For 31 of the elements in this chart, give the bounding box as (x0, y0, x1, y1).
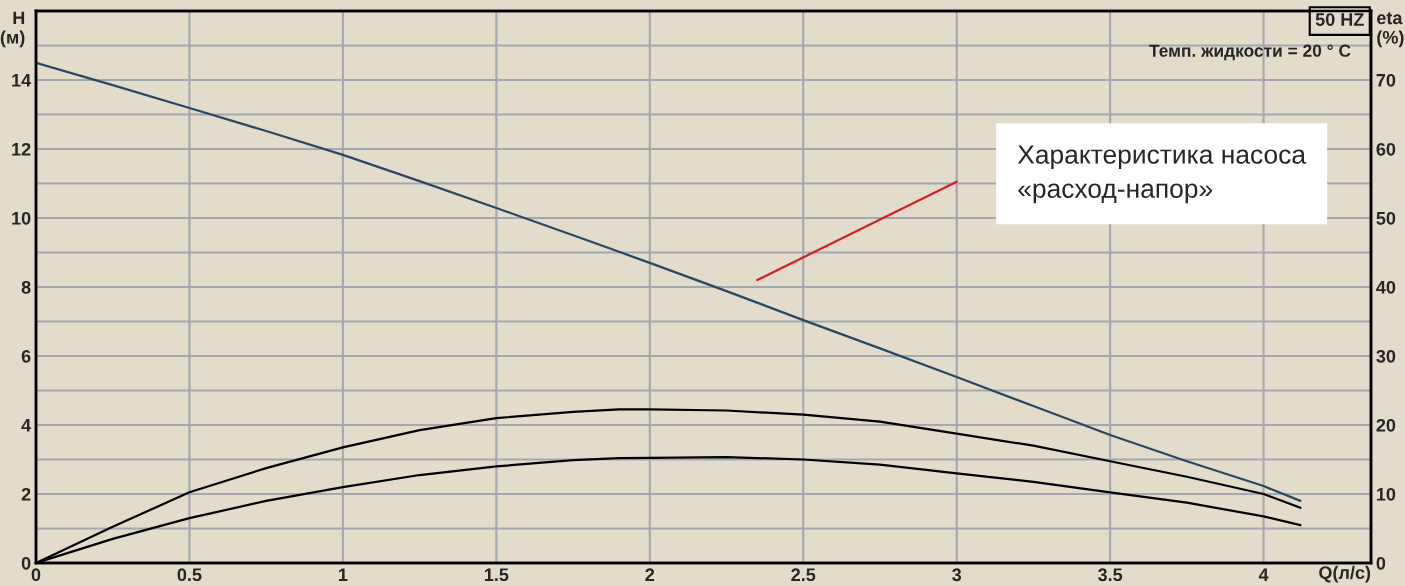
y-axis-title: H (м) (0, 11, 25, 48)
y2-tick-label: 30 (1376, 349, 1396, 363)
x-tick-label: 3.5 (1098, 568, 1123, 582)
y2-tick-label: 70 (1376, 73, 1396, 87)
y-tick-label: 4 (21, 419, 32, 432)
x-tick-label: 2.5 (791, 568, 816, 582)
annotation: 50 HZ (1315, 13, 1364, 26)
x-tick-label: 4 (1258, 568, 1269, 581)
annotation: Характеристика насоса «расход-напор» (1017, 145, 1307, 204)
y-tick-label: 6 (21, 349, 31, 363)
x-tick-label: 3 (952, 568, 962, 582)
y2-tick-label: 40 (1376, 280, 1396, 294)
x-tick-label: 1 (339, 568, 348, 581)
y-tick-label: 8 (21, 280, 31, 294)
y-tick-label: 2 (21, 487, 31, 501)
y-tick-label: 10 (12, 211, 31, 225)
x-tick-label: 1.5 (484, 568, 509, 582)
x-axis-title: Q(л/с) (1319, 565, 1371, 583)
y2-tick-label: 20 (1376, 418, 1396, 432)
y2-tick-label: 0 (1376, 556, 1386, 570)
y2-tick-label: 10 (1377, 487, 1396, 501)
y-tick-label: 12 (12, 142, 31, 156)
x-tick-label: 0.5 (177, 568, 202, 582)
y-tick-label: 0 (21, 556, 31, 570)
y2-tick-label: 50 (1376, 211, 1396, 225)
y2-axis-title: eta (%) (1377, 12, 1404, 48)
annotation: Темп. жидкости = 20 ° C (1149, 44, 1351, 61)
y2-tick-label: 60 (1376, 142, 1396, 156)
x-tick-label: 0 (31, 568, 41, 582)
x-tick-label: 2 (645, 568, 655, 581)
y-tick-label: 14 (12, 74, 32, 87)
